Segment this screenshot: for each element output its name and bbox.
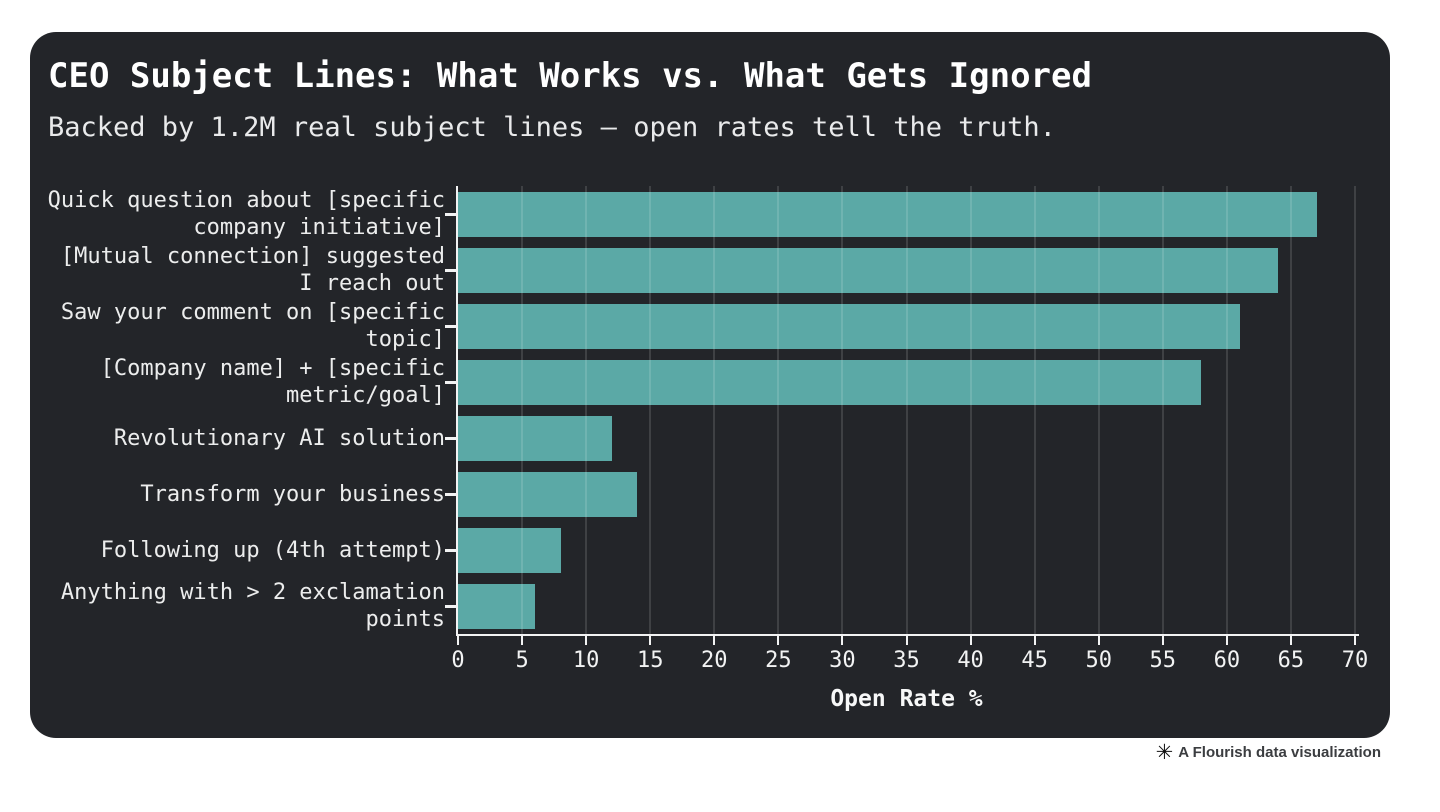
x-axis-tick-label: 65 [1277,648,1305,673]
chart-title: CEO Subject Lines: What Works vs. What G… [48,56,1092,96]
x-axis-tick-mark [841,636,844,645]
x-axis-tick-mark [1225,636,1228,645]
x-axis-tick-labels: 0 5 10 15 20 25 30 35 40 45 50 55 60 65 70 [451,648,1368,676]
gridline [1225,186,1228,634]
y-axis-tick-mark [445,268,456,272]
category-label: Quick question about [specific company i… [47,188,445,240]
y-axis-tick-mark [445,604,456,608]
attribution: ✳︎ A Flourish data visualization [1156,742,1381,763]
y-axis-category-labels: Quick question about [specific company i… [45,186,445,634]
x-axis-tick-label: 55 [1149,648,1177,673]
gridline [713,186,716,634]
chart-card: CEO Subject Lines: What Works vs. What G… [30,32,1390,738]
x-axis-tick-mark [585,636,588,645]
y-axis-tick-mark [445,492,456,496]
gridline [905,186,908,634]
x-axis-tick-mark [1097,636,1100,645]
x-axis-tick-mark [1161,636,1164,645]
category-label: Anything with > 2 exclamation points [60,580,445,632]
x-axis-tick-mark [969,636,972,645]
x-axis-tick-label: 50 [1085,648,1112,673]
category-label: Saw your comment on [specific topic] [60,300,445,352]
y-axis-line [456,186,458,634]
category-label: Transform your business [140,481,445,507]
category-label: [Company name] + [specific metric/goal] [100,356,445,408]
gridline [777,186,780,634]
bar [458,191,1317,237]
category-label: Revolutionary AI solution [113,425,445,451]
bar [458,527,561,573]
x-axis-tick-label: 25 [765,648,792,673]
x-axis-tick-label: 30 [829,648,856,673]
chart-subtitle: Backed by 1.2M real subject lines — open… [48,112,1056,143]
gridline [1097,186,1100,634]
x-axis-tick-mark [777,636,780,645]
gridline [585,186,588,634]
x-axis-tick-mark [1033,636,1036,645]
x-axis-tick-mark [457,636,459,645]
x-axis-tick-mark [1289,636,1292,645]
y-axis-tick-mark [445,380,456,384]
x-axis-tick-label: 15 [636,648,664,673]
y-axis-tick-mark [445,436,456,440]
attribution-text: A Flourish data visualization [1178,744,1381,761]
x-axis-tick-label: 5 [515,648,529,673]
y-axis-tick-mark [445,212,456,216]
x-axis-title: Open Rate % [830,686,983,712]
x-axis-line [456,634,1359,636]
gridline [521,186,524,634]
x-axis-tick-label: 35 [893,648,920,673]
x-axis-tick-label: 45 [1021,648,1048,673]
gridline [841,186,844,634]
bar [458,359,1202,405]
gridline [1289,186,1292,634]
bar [458,303,1240,349]
x-axis-tick-mark [905,636,908,645]
gridline [969,186,972,634]
x-axis-tick-mark [1354,636,1356,645]
x-axis-tick-label: 60 [1213,648,1241,673]
bar [458,415,612,461]
x-axis-tick-label: 20 [701,648,728,673]
bar [458,471,638,517]
x-axis-tick-mark [521,636,524,645]
gridline [1161,186,1164,634]
y-axis-tick-mark [445,324,456,328]
bar [458,247,1279,293]
category-label: Following up (4th attempt) [100,537,445,563]
y-axis-tick-mark [445,548,456,552]
gridline [1354,186,1356,634]
category-label: [Mutual connection] suggested I reach ou… [60,244,445,296]
gridline [1033,186,1036,634]
x-axis-tick-label: 10 [572,648,600,673]
gridline [649,186,652,634]
x-axis-tick-label: 70 [1341,648,1369,673]
x-axis-tick-mark [713,636,716,645]
x-axis-tick-mark [649,636,652,645]
x-axis-tick-label: 0 [451,648,465,673]
flourish-star-icon: ✳︎ [1155,741,1174,764]
bar [458,583,535,629]
x-axis-tick-label: 40 [957,648,984,673]
plot-area [445,186,1359,645]
